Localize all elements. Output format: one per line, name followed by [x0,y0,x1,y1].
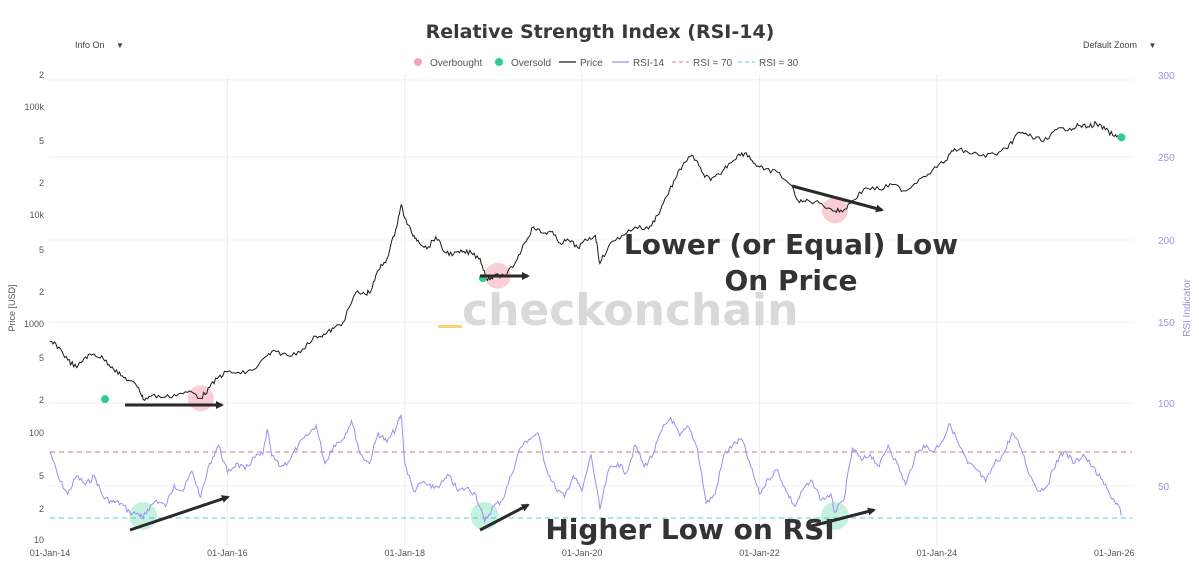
legend: Overbought Oversold Price RSI-14 RSI = 7… [414,58,799,69]
legend-overbought-label: Overbought [430,58,482,69]
x-tick-label: 01-Jan-24 [917,548,958,558]
legend-overbought-swatch [414,58,422,66]
x-tick-label: 01-Jan-16 [207,548,248,558]
right-tick-label: 250 [1158,153,1175,164]
right-tick-label: 150 [1158,318,1175,329]
info-label: Info On [75,40,105,50]
right-axis-title: RSI Indicator [1182,278,1193,336]
left-axis-ticks: 2 100k 5 2 10k 5 2 1000 5 2 100 5 2 10 [24,70,45,545]
rsi-oversold-circle [470,502,499,530]
left-tick-label: 2 [39,178,44,188]
left-tick-label: 5 [39,245,44,255]
legend-rsi70-label: RSI = 70 [693,58,733,69]
x-tick-label: 01-Jan-22 [739,548,780,558]
legend-rsi30-label: RSI = 30 [759,58,799,69]
chevron-down-icon: ▼ [1148,41,1157,50]
left-tick-label: 100 [29,428,44,438]
annotation-arrows [125,184,884,532]
left-tick-label: 2 [39,395,44,405]
left-tick-label: 2 [39,287,44,297]
left-tick-label: 5 [39,471,44,481]
rsi-arrow-1 [129,495,230,532]
oversold-marker [100,395,109,404]
legend-rsi-label: RSI-14 [633,58,665,69]
left-tick-label: 2 [39,504,44,514]
right-axis-ticks: 300 250 200 150 100 50 [1158,71,1175,493]
left-tick-label: 5 [39,353,44,363]
price-annotation-line2: On Price [725,264,858,297]
rsi-series-line [49,414,1122,524]
grid [50,75,1132,545]
left-tick-label: 10 [34,535,44,545]
price-arrow-3 [791,184,884,213]
left-tick-label: 10k [29,210,44,220]
rsi-arrow-2 [479,503,530,532]
right-tick-label: 200 [1158,236,1175,247]
legend-oversold-swatch [495,58,503,66]
info-toggle[interactable]: Info On ▼ [75,40,124,50]
watermark-logo-bar [438,325,462,328]
rsi-arrow-3 [807,507,876,529]
price-series-line [49,120,1122,402]
left-axis-title: Price [USD] [7,284,17,331]
right-tick-label: 50 [1158,482,1170,493]
x-tick-label: 01-Jan-14 [30,548,71,558]
x-tick-label: 01-Jan-18 [384,548,425,558]
x-tick-label: 01-Jan-20 [562,548,603,558]
oversold-markers [100,133,1126,404]
left-tick-label: 1000 [24,319,44,329]
rsi-annotation: Higher Low on RSI [545,513,834,546]
chevron-down-icon: ▼ [116,41,124,50]
watermark: checkonchain [462,285,798,336]
price-annotation-line1: Lower (or Equal) Low [624,228,958,261]
zoom-toggle[interactable]: Default Zoom ▼ [1083,40,1156,50]
rsi-bands [50,451,1132,519]
zoom-label: Default Zoom [1083,40,1138,50]
legend-oversold-label: Oversold [511,58,551,69]
x-axis-ticks: 01-Jan-14 01-Jan-16 01-Jan-18 01-Jan-20 01-J… [30,548,1135,558]
oversold-marker [1117,133,1126,142]
x-tick-label: 01-Jan-26 [1094,548,1135,558]
right-tick-label: 100 [1158,399,1175,410]
right-tick-label: 300 [1158,71,1175,82]
legend-price-label: Price [580,58,603,69]
left-tick-label: 100k [24,102,44,112]
left-tick-label: 5 [39,136,44,146]
chart-title: Relative Strength Index (RSI-14) [426,21,775,43]
overbought-marker [821,197,848,224]
left-tick-label: 2 [39,70,44,80]
